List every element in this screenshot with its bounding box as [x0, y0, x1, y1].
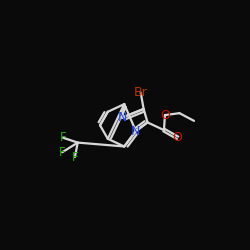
Text: O: O	[160, 108, 170, 122]
Text: F: F	[59, 146, 66, 159]
Text: F: F	[72, 150, 78, 164]
Text: N: N	[118, 111, 127, 124]
Text: Br: Br	[134, 86, 147, 99]
Text: N: N	[131, 124, 140, 138]
Text: O: O	[172, 131, 182, 144]
Text: F: F	[60, 131, 66, 144]
